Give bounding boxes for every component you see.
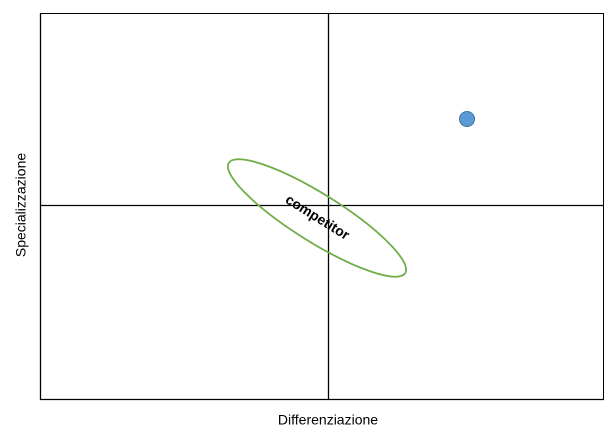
plot-frame: [40, 13, 604, 400]
y-axis-label: Specializzazione: [13, 153, 29, 257]
position-point: [459, 111, 475, 127]
competitor-label: competitor: [283, 191, 353, 243]
competitor-group: competitor: [226, 158, 408, 278]
competitor-ellipse: [226, 158, 408, 278]
x-axis-label: Differenziazione: [278, 412, 378, 428]
